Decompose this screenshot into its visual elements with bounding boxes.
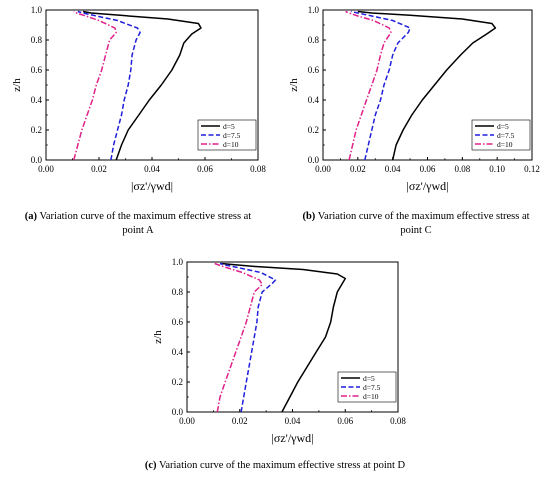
y-tick-label: 0.0: [308, 155, 320, 165]
y-tick-label: 0.4: [308, 95, 320, 105]
legend-label: d=10: [497, 140, 513, 149]
legend-box: [197, 119, 257, 151]
x-tick-label: 0.02: [232, 416, 248, 426]
x-tick-label: 0.04: [385, 164, 401, 174]
caption-b-text: Variation curve of the maximum effective…: [317, 211, 530, 236]
x-tick-label: 0.08: [390, 416, 406, 426]
y-axis-label: z/h: [152, 330, 164, 344]
legend: d=5d=7.5d=10: [471, 119, 531, 151]
y-axis-label: z/h: [11, 78, 23, 92]
y-tick-label: 0.0: [31, 155, 43, 165]
series-line-d-7_5: [77, 10, 141, 161]
x-tick-label: 0.04: [144, 164, 160, 174]
y-tick-label: 0.6: [172, 317, 184, 327]
legend-box: [337, 371, 397, 403]
chart-a: 0.00 0.02 0.04 0.06 0.08 0.0 0.2 0.4 0.6 0.8 1.0 z/…: [11, 5, 266, 193]
legend-label: d=5: [223, 122, 235, 131]
x-tick-label: 0.00: [315, 164, 331, 174]
x-axis-label: |σz'/γwd|: [406, 179, 448, 193]
x-tick-label: 0.08: [454, 164, 470, 174]
caption-c-text: Variation curve of the maximum effective…: [158, 460, 406, 471]
legend-label: d=7.5: [497, 131, 515, 140]
y-tick-label: 0.4: [31, 95, 43, 105]
y-tick-label: 0.6: [31, 65, 43, 75]
x-tick-label: 0.06: [420, 164, 436, 174]
x-tick-label: 0.04: [285, 416, 301, 426]
series-line-d-5: [82, 10, 202, 161]
y-tick-label: 0.8: [31, 35, 43, 45]
x-tick-label: 0.10: [489, 164, 505, 174]
caption-b: (b) Variation curve of the maximum effec…: [298, 210, 534, 238]
x-tick-label: 0.06: [337, 416, 353, 426]
y-tick-label: 0.0: [172, 407, 184, 417]
legend-label: d=10: [363, 392, 379, 401]
legend-label: d=5: [497, 122, 509, 131]
x-axis-label: |σz'/γwd|: [271, 431, 313, 445]
series-line-d-7_5: [219, 262, 277, 413]
x-tick-label: 0.12: [524, 164, 540, 174]
y-tick-label: 0.2: [31, 125, 42, 135]
x-tick-label: 0.02: [350, 164, 366, 174]
caption-c: (c) Variation curve of the maximum effec…: [60, 459, 490, 473]
y-tick-label: 0.6: [308, 65, 320, 75]
y-tick-label: 1.0: [31, 5, 43, 15]
series-line-d-10: [345, 10, 392, 161]
y-tick-label: 1.0: [308, 5, 320, 15]
legend-box: [471, 119, 531, 151]
y-tick-label: 0.2: [172, 377, 183, 387]
caption-a-tag: (a): [24, 211, 38, 222]
y-axis-label: z/h: [288, 78, 300, 92]
legend: d=5d=7.5d=10: [337, 371, 397, 403]
x-axis-label: |σz'/γwd|: [131, 179, 173, 193]
series-line-d-7_5: [350, 10, 411, 161]
y-tick-label: 0.8: [172, 287, 184, 297]
y-tick-label: 0.2: [308, 125, 319, 135]
y-tick-label: 1.0: [172, 257, 184, 267]
x-tick-label: 0.06: [197, 164, 213, 174]
caption-c-tag: (c): [144, 460, 157, 471]
legend-label: d=5: [363, 374, 375, 383]
chart-b: 0.00 0.02 0.04 0.06 0.08 0.10 0.12 0.0 0.2 0.4 0.6…: [288, 5, 540, 193]
y-tick-label: 0.8: [308, 35, 320, 45]
series-line-d-5: [357, 10, 497, 161]
x-tick-label: 0.08: [250, 164, 266, 174]
caption-a: (a) Variation curve of the maximum effec…: [22, 210, 254, 238]
legend-label: d=10: [223, 140, 239, 149]
series-line-d-10: [214, 262, 263, 413]
x-tick-label: 0.02: [91, 164, 107, 174]
chart-c: 0.00 0.02 0.04 0.06 0.08 0.0 0.2 0.4 0.6 0.8 1.0 z/…: [152, 257, 406, 445]
legend-label: d=7.5: [363, 383, 381, 392]
caption-a-text: Variation curve of the maximum effective…: [39, 211, 252, 236]
legend: d=5d=7.5d=10: [197, 119, 257, 151]
series-line-d-5: [221, 262, 347, 413]
caption-b-tag: (b): [302, 211, 316, 222]
y-tick-label: 0.4: [172, 347, 184, 357]
x-tick-label: 0.00: [179, 416, 195, 426]
legend-label: d=7.5: [223, 131, 241, 140]
x-tick-label: 0.00: [38, 164, 54, 174]
series-line-d-10: [73, 10, 117, 161]
